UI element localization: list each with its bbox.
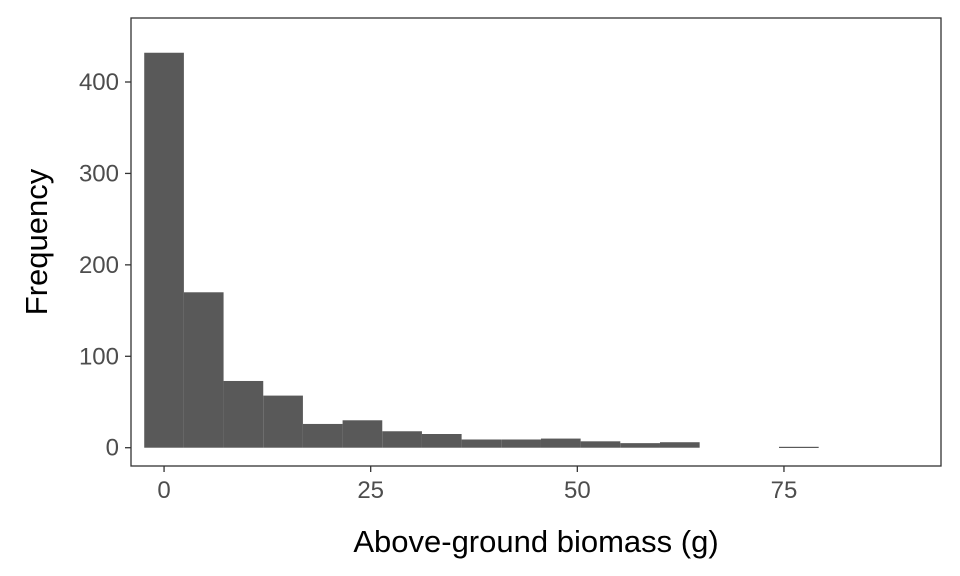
histogram-bar xyxy=(580,441,621,448)
x-tick-label: 50 xyxy=(564,477,591,504)
histogram-bar xyxy=(421,434,462,448)
histogram-bar xyxy=(183,292,224,448)
histogram-bar xyxy=(382,431,422,448)
y-tick-label: 300 xyxy=(79,160,119,187)
y-axis-title: Frequency xyxy=(19,168,54,315)
histogram-bar xyxy=(501,439,541,448)
plot-panel-border xyxy=(130,17,942,467)
y-tick-label: 200 xyxy=(79,252,119,279)
histogram-bar xyxy=(540,438,581,448)
histogram-bar xyxy=(620,443,660,448)
histogram-bar xyxy=(302,423,343,448)
histogram-bar xyxy=(144,52,184,448)
histogram-bar xyxy=(461,439,502,448)
y-tick-label: 0 xyxy=(106,435,119,462)
x-axis: 0 25 50 75 xyxy=(157,466,797,504)
x-axis-title: Above-ground biomass (g) xyxy=(353,524,718,559)
histogram-bar xyxy=(263,395,303,448)
y-tick-label: 400 xyxy=(79,69,119,96)
histogram-bar xyxy=(779,446,819,448)
y-axis: 0 100 200 300 400 xyxy=(79,69,131,462)
x-tick-label: 25 xyxy=(357,477,384,504)
x-tick-label: 75 xyxy=(771,477,798,504)
x-tick-label: 0 xyxy=(157,477,170,504)
histogram-bar xyxy=(223,380,264,448)
histogram-bar xyxy=(659,442,700,448)
histogram-bars xyxy=(144,52,819,448)
y-tick-label: 100 xyxy=(79,343,119,370)
histogram-bar xyxy=(342,420,383,448)
